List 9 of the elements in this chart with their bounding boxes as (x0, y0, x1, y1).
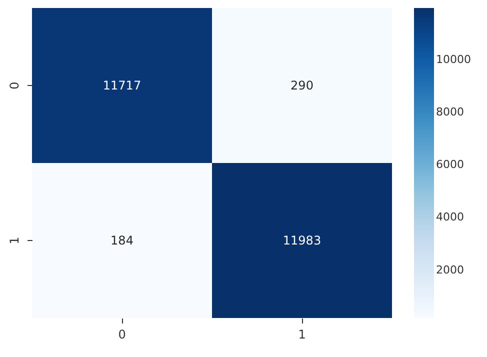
color-bar-label: 10000 (436, 53, 471, 66)
color-bar-label: 4000 (436, 210, 464, 224)
data-label: 184 (110, 234, 134, 248)
data-label: 11983 (282, 234, 322, 248)
color-bar-label: 6000 (436, 158, 464, 172)
color-bar-label: 2000 (436, 263, 464, 276)
color-bar-label: 8000 (436, 106, 464, 119)
data-label: 290 (290, 78, 314, 92)
data-label: 11717 (102, 78, 142, 92)
